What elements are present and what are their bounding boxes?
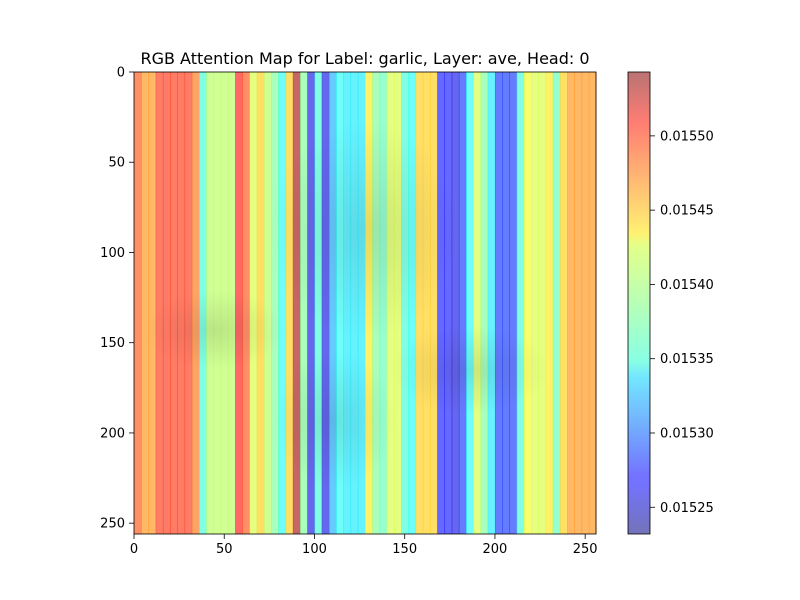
colorbar-tick-label: 0.01540 (660, 278, 714, 293)
heatmap-column (437, 72, 446, 534)
y-tick-label: 0 (117, 66, 125, 81)
heatmap-column (155, 72, 164, 534)
x-tick-label: 0 (130, 542, 138, 557)
heatmap-column (509, 72, 518, 534)
heatmap-column (285, 72, 294, 534)
image-shading (145, 120, 550, 490)
heatmap-column (487, 72, 496, 534)
colorbar-gradient (628, 72, 650, 534)
heatmap-column (502, 72, 510, 534)
heatmap-column (278, 72, 287, 534)
heatmap-column (473, 72, 482, 534)
heatmap-column (480, 72, 489, 534)
y-tick-label: 200 (100, 426, 125, 441)
heatmap-column (574, 72, 583, 534)
colorbar-tick-label: 0.01530 (660, 426, 714, 441)
heatmap-plot-area (133, 71, 597, 535)
x-tick-label: 250 (573, 542, 598, 557)
plot-frame (133, 71, 597, 535)
x-tick-label: 200 (483, 542, 508, 557)
heatmap-column (466, 72, 474, 534)
colorbar-tick-label: 0.01550 (660, 129, 714, 144)
heatmap-column (271, 72, 279, 534)
x-tick-label: 50 (216, 542, 233, 557)
heatmap-column (531, 72, 539, 534)
x-tick-label: 100 (302, 542, 327, 557)
heatmap-column (538, 72, 547, 534)
heatmap-column (523, 72, 532, 534)
heatmap-column (559, 72, 568, 534)
heatmap-column (451, 72, 460, 534)
heatmap-column (545, 72, 554, 534)
colorbar-tick-label: 0.01545 (660, 204, 714, 219)
heatmap-column (134, 72, 142, 534)
colorbar-tick-label: 0.01525 (660, 501, 714, 516)
heatmap-column (552, 72, 561, 534)
x-tick-label: 150 (392, 542, 417, 557)
heatmap-column (567, 72, 575, 534)
heatmap-column (516, 72, 525, 534)
heatmap-column (444, 72, 453, 534)
colorbar-frame (627, 71, 651, 535)
heatmap-column (141, 72, 150, 534)
y-tick-label: 100 (100, 246, 125, 261)
y-tick-label: 250 (100, 517, 125, 532)
colorbar-ticks: 0.01525 0.01530 0.01535 0.01540 0.01545 0.015… (650, 129, 714, 516)
heatmap-column (581, 72, 590, 534)
heatmap-column (263, 72, 272, 534)
y-tick-label: 150 (100, 336, 125, 351)
y-tick-label: 50 (108, 156, 125, 171)
heatmap-column (148, 72, 157, 534)
colorbar-tick-label: 0.01535 (660, 352, 714, 367)
chart-title: RGB Attention Map for Label: garlic, Lay… (140, 49, 589, 68)
heatmap-column (458, 72, 467, 534)
y-axis: 0 50 100 150 200 250 (100, 66, 134, 532)
heatmap-column (494, 72, 503, 534)
colorbar: 0.01525 0.01530 0.01535 0.01540 0.01545 0.015… (627, 71, 714, 535)
heatmap-column (588, 72, 597, 534)
x-axis: 0 50 100 150 200 250 (130, 534, 598, 557)
